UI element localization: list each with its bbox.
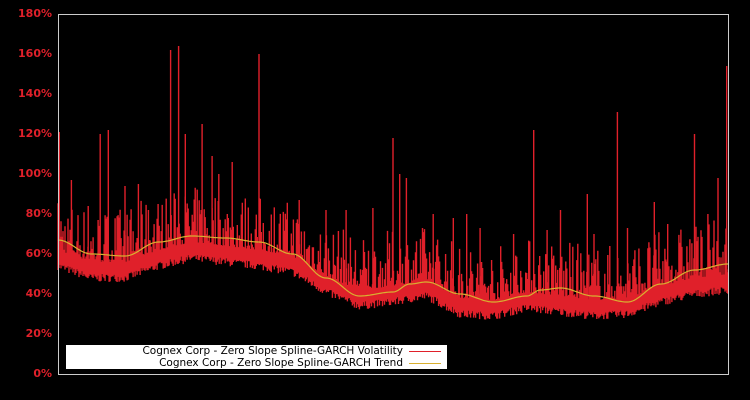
- y-tick-label: 180%: [18, 7, 52, 20]
- y-tick-label: 80%: [25, 207, 52, 220]
- y-tick-label: 20%: [25, 327, 52, 340]
- y-tick-label: 120%: [18, 127, 52, 140]
- volatility-series: [57, 46, 729, 320]
- legend-label-volatility: Cognex Corp - Zero Slope Spline-GARCH Vo…: [142, 345, 403, 357]
- legend-label-trend: Cognex Corp - Zero Slope Spline-GARCH Tr…: [159, 357, 403, 369]
- legend: Cognex Corp - Zero Slope Spline-GARCH Vo…: [66, 345, 447, 369]
- y-tick-label: 40%: [25, 287, 52, 300]
- y-tick-label: 140%: [18, 87, 52, 100]
- y-tick-label: 100%: [18, 167, 52, 180]
- legend-swatch-volatility: [409, 350, 441, 352]
- y-tick-label: 60%: [25, 247, 52, 260]
- y-tick-label: 0%: [33, 367, 52, 380]
- plot-frame: [58, 14, 729, 375]
- legend-item-volatility: Cognex Corp - Zero Slope Spline-GARCH Vo…: [142, 345, 447, 357]
- legend-swatch-trend: [409, 362, 441, 364]
- trend-series: [57, 235, 728, 303]
- y-tick-label: 160%: [18, 47, 52, 60]
- legend-item-trend: Cognex Corp - Zero Slope Spline-GARCH Tr…: [159, 357, 447, 369]
